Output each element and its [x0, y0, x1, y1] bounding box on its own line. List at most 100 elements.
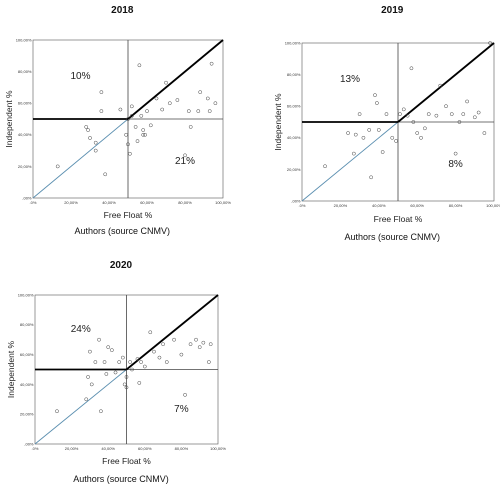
x-tick-label: 60,00%	[140, 200, 154, 205]
source-caption: Authors (source CNMV)	[73, 474, 169, 484]
data-point	[346, 131, 350, 135]
data-point	[135, 357, 140, 361]
data-point	[93, 140, 98, 145]
data-point	[102, 360, 107, 364]
y-tick-label: 80,00%	[18, 69, 32, 74]
data-point	[160, 107, 165, 112]
data-point	[167, 101, 172, 106]
data-point	[394, 139, 398, 143]
x-tick-label: 20,00%	[65, 446, 79, 451]
data-point	[179, 352, 184, 357]
x-tick-label: 100,00%	[215, 200, 231, 205]
data-point	[207, 109, 212, 113]
data-point	[361, 135, 366, 140]
data-point	[367, 128, 372, 132]
data-point	[380, 150, 385, 154]
data-point	[99, 90, 104, 94]
data-point	[164, 80, 168, 85]
data-point	[465, 99, 469, 104]
data-point	[124, 132, 128, 137]
data-point	[84, 125, 89, 129]
x-axis-label: Free Float %	[104, 210, 153, 220]
diagonal-lower	[32, 118, 129, 199]
data-point	[419, 135, 423, 140]
quadrant-annotation: 7%	[174, 404, 189, 415]
x-tick-label: 80,00%	[178, 200, 192, 205]
data-point	[205, 96, 210, 101]
data-point	[84, 397, 89, 402]
data-point	[88, 349, 92, 354]
data-point	[126, 117, 130, 121]
chart-title: 2019	[381, 5, 404, 16]
x-tick-label: 20,00%	[334, 203, 348, 208]
data-point	[117, 360, 122, 364]
data-point	[351, 151, 356, 156]
data-point	[384, 112, 389, 116]
y-axis-label: Independent %	[4, 90, 14, 148]
data-point	[124, 375, 129, 379]
source-caption: Authors (source CNMV)	[75, 226, 171, 236]
data-point	[99, 409, 103, 414]
data-point	[373, 93, 377, 97]
diagonal-lower	[301, 121, 399, 202]
data-point	[141, 132, 146, 137]
quadrant-annotation: 10%	[70, 71, 90, 82]
data-point	[323, 164, 327, 169]
data-point	[376, 128, 381, 132]
data-point	[157, 355, 162, 360]
data-point	[426, 112, 431, 116]
data-point	[148, 330, 153, 335]
data-point	[142, 364, 147, 369]
y-tick-label: 100,00%	[285, 40, 301, 45]
data-point	[164, 360, 169, 364]
y-tick-label: 40,00%	[18, 132, 32, 137]
y-tick-label: 100,00%	[18, 292, 34, 297]
diagonal-lower	[34, 369, 127, 445]
y-tick-label: 60,00%	[20, 352, 34, 357]
chart-panel-2018: 2018 .0% 20,00% 40,00% 60,00% 80,00% 100,00% ,0…	[4, 5, 231, 236]
data-point	[390, 135, 395, 140]
data-point	[353, 132, 358, 137]
data-point	[438, 83, 443, 88]
x-tick-label: 60,00%	[410, 203, 424, 208]
data-point	[128, 360, 133, 364]
data-point	[141, 128, 146, 132]
data-point	[103, 172, 108, 177]
y-tick-label: 80,00%	[20, 322, 34, 327]
y-tick-label: 40,00%	[20, 382, 34, 387]
y-axis-label: Independent %	[6, 340, 16, 398]
data-point	[152, 349, 156, 354]
data-point	[482, 131, 487, 135]
data-point	[198, 90, 203, 94]
data-point	[209, 61, 214, 66]
data-point	[423, 126, 427, 131]
data-point	[444, 104, 448, 109]
chart-title: 2018	[111, 5, 134, 16]
data-point	[476, 110, 481, 115]
y-tick-label: ,00%	[22, 195, 32, 200]
x-tick-label: 20,00%	[64, 200, 78, 205]
data-point	[357, 112, 362, 116]
x-tick-label: .0%	[299, 203, 306, 208]
data-point	[188, 342, 193, 347]
y-tick-label: 60,00%	[287, 104, 301, 109]
chart-panel-2019: 2019 .0% 20,00% 40,00% 60,00% 80,00% 100,00% ,0…	[273, 5, 500, 242]
data-point	[137, 381, 142, 385]
data-point	[172, 337, 176, 342]
data-point	[106, 345, 111, 349]
data-point	[434, 113, 439, 118]
data-point	[405, 113, 410, 118]
data-point	[398, 112, 402, 116]
data-point	[135, 139, 140, 143]
y-tick-label: 60,00%	[18, 101, 32, 106]
chart-panel-2020: 2020 .0% 20,00% 40,00% 60,00% 80,00% 100,00% ,0…	[6, 260, 226, 484]
y-tick-label: ,00%	[291, 198, 301, 203]
data-point	[118, 107, 123, 112]
x-tick-label: 40,00%	[102, 200, 116, 205]
y-tick-label: 20,00%	[18, 164, 32, 169]
quadrant-annotation: 13%	[340, 74, 360, 85]
data-point	[130, 367, 134, 372]
data-point	[104, 372, 109, 376]
y-tick-label: 20,00%	[20, 412, 34, 417]
